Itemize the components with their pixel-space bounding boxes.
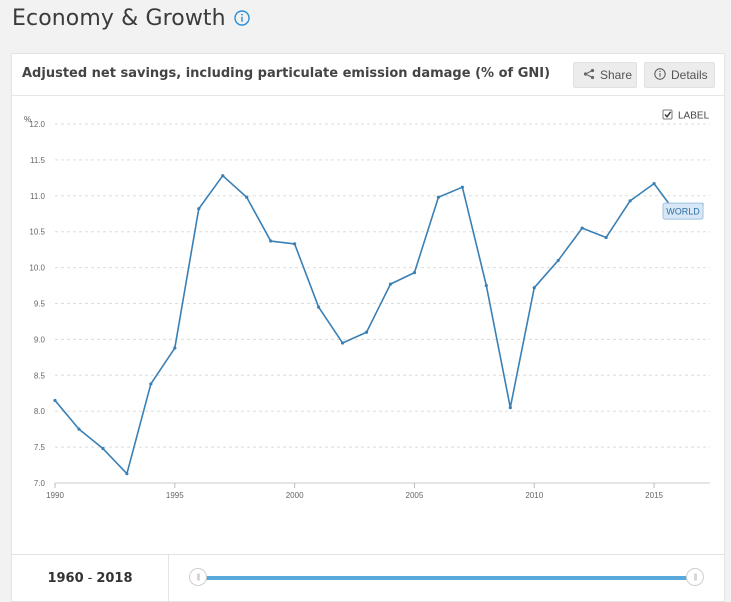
data-point: [149, 382, 153, 386]
data-point: [364, 330, 369, 334]
chart-title: Adjusted net savings, including particul…: [22, 66, 551, 81]
chart-card: Adjusted net savings, including particul…: [11, 53, 725, 602]
share-button[interactable]: Share: [573, 62, 637, 88]
series-line: [54, 174, 703, 475]
data-point: [340, 341, 345, 345]
label-toggle[interactable]: LABEL: [662, 109, 710, 122]
series-label-box: [662, 202, 704, 220]
y-axis-label: %: [24, 115, 31, 124]
range-start: 1960: [47, 570, 84, 586]
range-separator: -: [87, 570, 93, 586]
range-slider-track[interactable]: [198, 576, 696, 580]
data-point: [316, 305, 321, 309]
card-header: Adjusted net savings, including particul…: [12, 54, 724, 96]
label-checkbox[interactable]: [662, 109, 673, 120]
data-point: [197, 207, 201, 211]
data-point: [604, 235, 608, 240]
data-point: [508, 406, 512, 410]
line-chart: 12.011.511.010.510.09.59.08.58.07.57.019…: [24, 109, 710, 500]
x-tick-label: 1990: [46, 491, 64, 500]
data-point: [221, 174, 225, 178]
data-point: [436, 195, 441, 199]
checkmark-icon: [664, 111, 672, 118]
data-point: [532, 286, 536, 290]
x-tick-label: 2005: [406, 491, 424, 500]
x-tick-label: 2000: [286, 491, 304, 500]
y-tick-label: 12.0: [29, 120, 45, 129]
share-label: Share: [600, 68, 633, 82]
range-slider-start-handle[interactable]: |||: [189, 568, 207, 586]
y-tick-label: 7.5: [34, 443, 46, 452]
data-point: [556, 258, 560, 263]
data-point: [412, 271, 417, 275]
page-header: Economy & Growth: [12, 0, 250, 36]
marker-layer: [53, 174, 704, 476]
y-tick-label: 8.0: [34, 407, 46, 416]
data-point: [484, 283, 488, 288]
axis-layer: 12.011.511.010.510.09.59.08.58.07.57.019…: [29, 120, 663, 500]
data-point: [652, 181, 656, 186]
y-tick-label: 9.5: [34, 300, 46, 309]
data-point: [388, 282, 393, 286]
grid-layer: [55, 123, 710, 484]
y-tick-label: 7.0: [34, 479, 46, 488]
data-point: [580, 226, 584, 230]
data-point: [293, 242, 297, 246]
data-point: [173, 346, 177, 350]
series-label-layer: WORLD: [662, 202, 704, 220]
y-tick-label: 9.0: [34, 335, 46, 344]
y-tick-label: 11.0: [30, 192, 46, 201]
data-point: [77, 427, 81, 431]
date-range: 1960 - 2018: [12, 555, 169, 601]
y-tick-label: 11.5: [30, 156, 46, 165]
data-point: [245, 195, 249, 199]
y-tick-label: 10.5: [29, 228, 45, 237]
series-layer: [54, 174, 703, 475]
data-point: [53, 398, 57, 403]
y-tick-label: 8.5: [34, 371, 46, 380]
info-circle-icon[interactable]: [233, 10, 250, 26]
details-button[interactable]: Details: [644, 62, 715, 88]
x-tick-label: 2015: [645, 491, 663, 500]
info-circle-icon: [654, 67, 666, 83]
data-point: [460, 185, 464, 189]
label-toggle-text: LABEL: [678, 111, 710, 122]
data-point: [125, 472, 129, 476]
data-point: [269, 239, 273, 243]
series-label: WORLD: [666, 207, 700, 217]
details-label: Details: [671, 68, 708, 82]
x-tick-label: 1995: [166, 491, 184, 500]
data-point: [101, 446, 105, 451]
y-tick-label: 10.0: [29, 264, 45, 273]
range-footer: 1960 - 2018 ||| |||: [12, 554, 724, 601]
data-point: [628, 199, 632, 203]
range-end: 2018: [96, 570, 133, 586]
x-tick-label: 2010: [525, 491, 543, 500]
page-title: Economy & Growth: [12, 5, 226, 31]
range-slider-end-handle[interactable]: |||: [686, 568, 704, 586]
share-icon: [583, 68, 595, 83]
